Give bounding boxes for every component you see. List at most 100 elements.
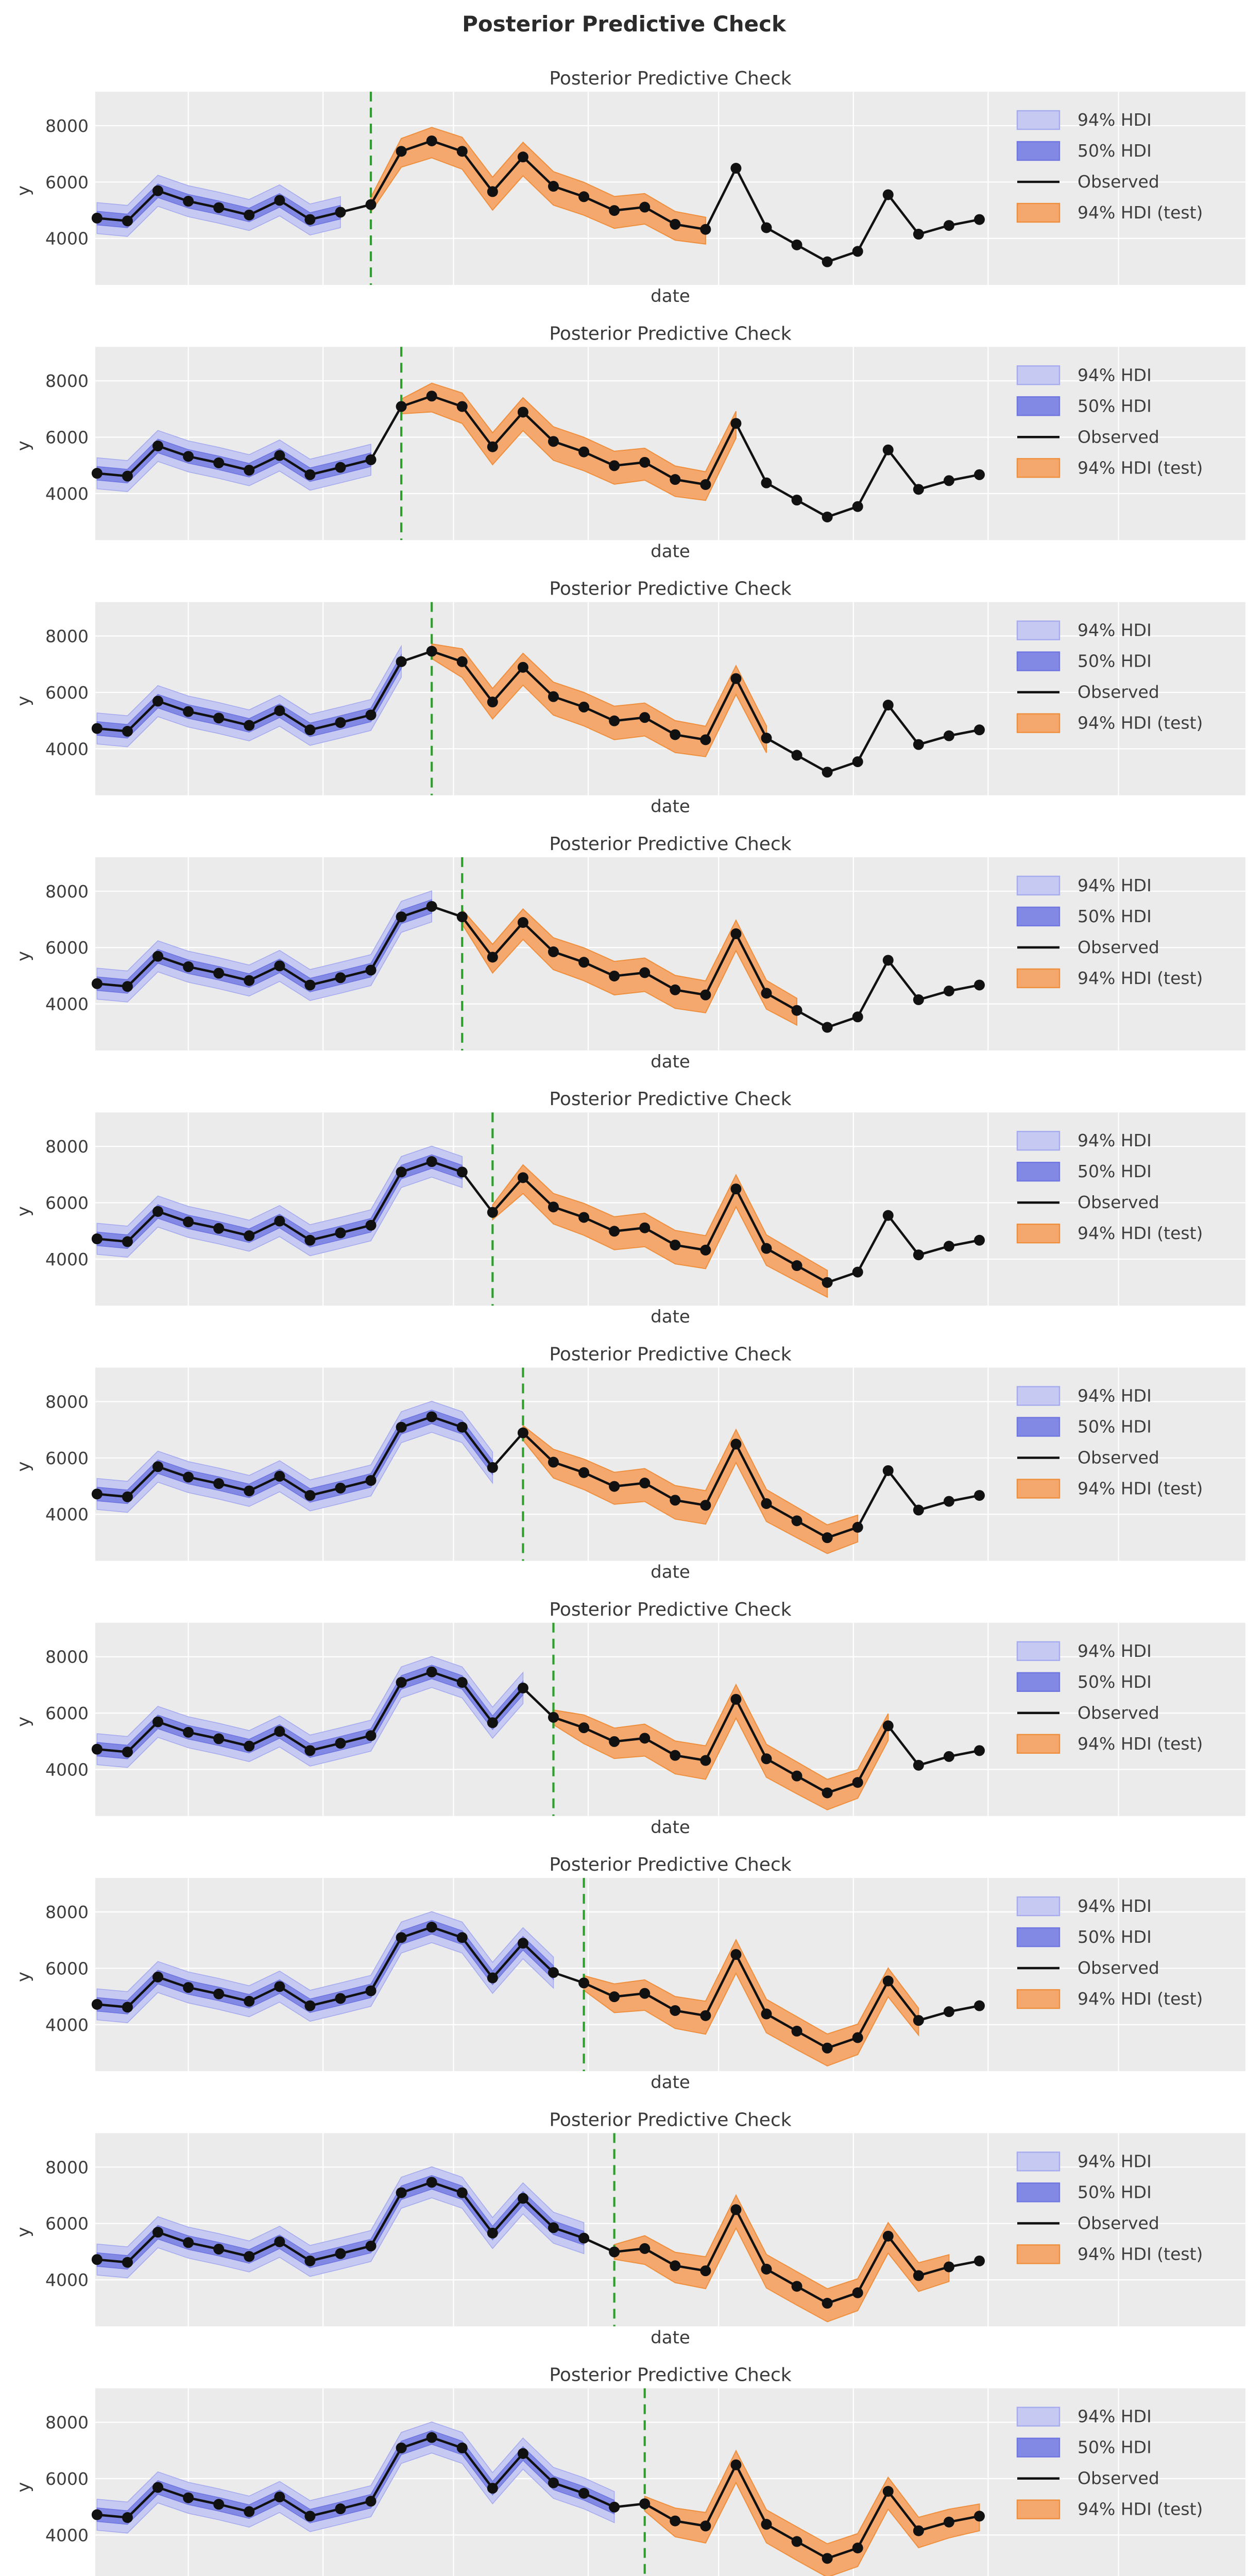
observed-point	[943, 730, 954, 741]
legend-swatch	[1016, 1417, 1061, 1437]
observed-point	[487, 2483, 498, 2494]
observed-point	[670, 474, 681, 485]
legend-item-1: 94% HDI	[1016, 875, 1152, 896]
subplot-title: Posterior Predictive Check	[549, 579, 791, 600]
observed-point	[913, 229, 924, 240]
y-tick-label: 6000	[45, 428, 89, 448]
observed-point	[578, 2232, 590, 2244]
observed-point	[456, 401, 468, 412]
observed-point	[365, 964, 377, 976]
observed-point	[761, 222, 772, 233]
observed-point	[517, 1172, 528, 1183]
observed-point	[670, 2260, 681, 2272]
legend-label: Observed	[1078, 172, 1159, 192]
legend-swatch	[1016, 906, 1061, 927]
legend-label: 94% HDI	[1078, 1641, 1152, 1661]
y-axis-label: y	[13, 2227, 34, 2237]
observed-point	[943, 2261, 954, 2273]
legend: 94% HDI 50% HDI Observed 94% HDI (test)	[1016, 2406, 1203, 2519]
observed-point	[91, 2254, 102, 2265]
legend-swatch	[1016, 1161, 1061, 1182]
subplot-title: Posterior Predictive Check	[549, 68, 791, 89]
observed-point	[274, 450, 285, 461]
y-tick-label: 4000	[45, 2270, 89, 2290]
legend-swatch	[1016, 1641, 1061, 1662]
legend-label: 94% HDI (test)	[1078, 1989, 1203, 2009]
subplot-1: Posterior Predictive Check date y 4000 6000 8…	[13, 68, 1245, 307]
y-tick-label: 4000	[45, 1249, 89, 1269]
observed-point	[152, 440, 164, 452]
observed-point	[396, 2187, 407, 2198]
observed-point	[609, 970, 620, 981]
observed-point	[365, 199, 377, 210]
observed-point	[913, 2270, 924, 2281]
legend-label: Observed	[1078, 427, 1159, 447]
y-axis-label: y	[13, 1461, 34, 1471]
y-axis-label: y	[13, 951, 34, 961]
observed-point	[791, 2536, 802, 2547]
legend-swatch	[1016, 1223, 1061, 1244]
y-tick-label: 4000	[45, 2525, 89, 2545]
observed-point	[822, 2042, 833, 2054]
observed-point	[791, 2025, 802, 2037]
plot-area	[95, 92, 1245, 285]
legend-item-4: 94% HDI (test)	[1016, 2244, 1203, 2264]
observed-point	[517, 1427, 528, 1438]
y-tick-label: 4000	[45, 1504, 89, 1524]
observed-point	[822, 1022, 833, 1033]
y-tick-label: 6000	[45, 938, 89, 958]
observed-point	[517, 151, 528, 163]
observed-point	[609, 205, 620, 216]
observed-point	[365, 1985, 377, 1996]
legend-item-3: Observed	[1017, 682, 1159, 702]
observed-point	[426, 1156, 437, 1167]
observed-point	[791, 2281, 802, 2292]
legend-swatch	[1016, 458, 1061, 478]
observed-point	[122, 2257, 133, 2268]
legend-label: 94% HDI	[1078, 620, 1152, 640]
observed-point	[456, 1421, 468, 1433]
observed-point	[152, 1461, 164, 1472]
observed-point	[852, 246, 863, 257]
observed-point	[822, 1532, 833, 1544]
observed-point	[639, 1222, 651, 1233]
legend-item-1: 94% HDI	[1016, 365, 1152, 385]
observed-point	[730, 1438, 742, 1450]
subplot-title: Posterior Predictive Check	[549, 834, 791, 855]
observed-point	[426, 901, 437, 912]
observed-point	[730, 1693, 742, 1705]
observed-point	[700, 989, 711, 1001]
x-axis-label: date	[651, 1052, 690, 1072]
observed-point	[304, 724, 316, 736]
legend-item-1: 94% HDI	[1016, 2406, 1152, 2427]
observed-point	[456, 911, 468, 923]
observed-point	[517, 917, 528, 928]
observed-point	[913, 484, 924, 495]
observed-point	[578, 2487, 590, 2499]
observed-point	[456, 2442, 468, 2453]
observed-point	[700, 1755, 711, 1766]
subplot-title: Posterior Predictive Check	[549, 1854, 791, 1875]
legend-item-1: 94% HDI	[1016, 1386, 1152, 1406]
legend-item-3: Observed	[1017, 937, 1159, 957]
observed-point	[396, 1677, 407, 1688]
legend-item-3: Observed	[1017, 1703, 1159, 1723]
legend-swatch	[1016, 2244, 1061, 2264]
legend-item-2: 50% HDI	[1016, 2437, 1152, 2458]
legend-item-4: 94% HDI (test)	[1016, 713, 1203, 733]
observed-point	[943, 1241, 954, 1252]
legend-item-2: 50% HDI	[1016, 1927, 1152, 1947]
legend-label: 94% HDI	[1078, 110, 1152, 130]
observed-point	[639, 1478, 651, 1489]
y-tick-label: 8000	[45, 882, 89, 902]
observed-point	[183, 1216, 194, 1228]
observed-point	[882, 955, 894, 966]
observed-point	[578, 957, 590, 968]
observed-point	[244, 1740, 255, 1752]
legend: 94% HDI 50% HDI Observed 94% HDI (test)	[1016, 1386, 1203, 1499]
legend-label: 50% HDI	[1078, 2182, 1152, 2202]
observed-point	[974, 724, 985, 736]
legend: 94% HDI 50% HDI Observed 94% HDI (test)	[1016, 1130, 1203, 1244]
observed-point	[670, 2005, 681, 2016]
observed-point	[639, 2498, 651, 2510]
